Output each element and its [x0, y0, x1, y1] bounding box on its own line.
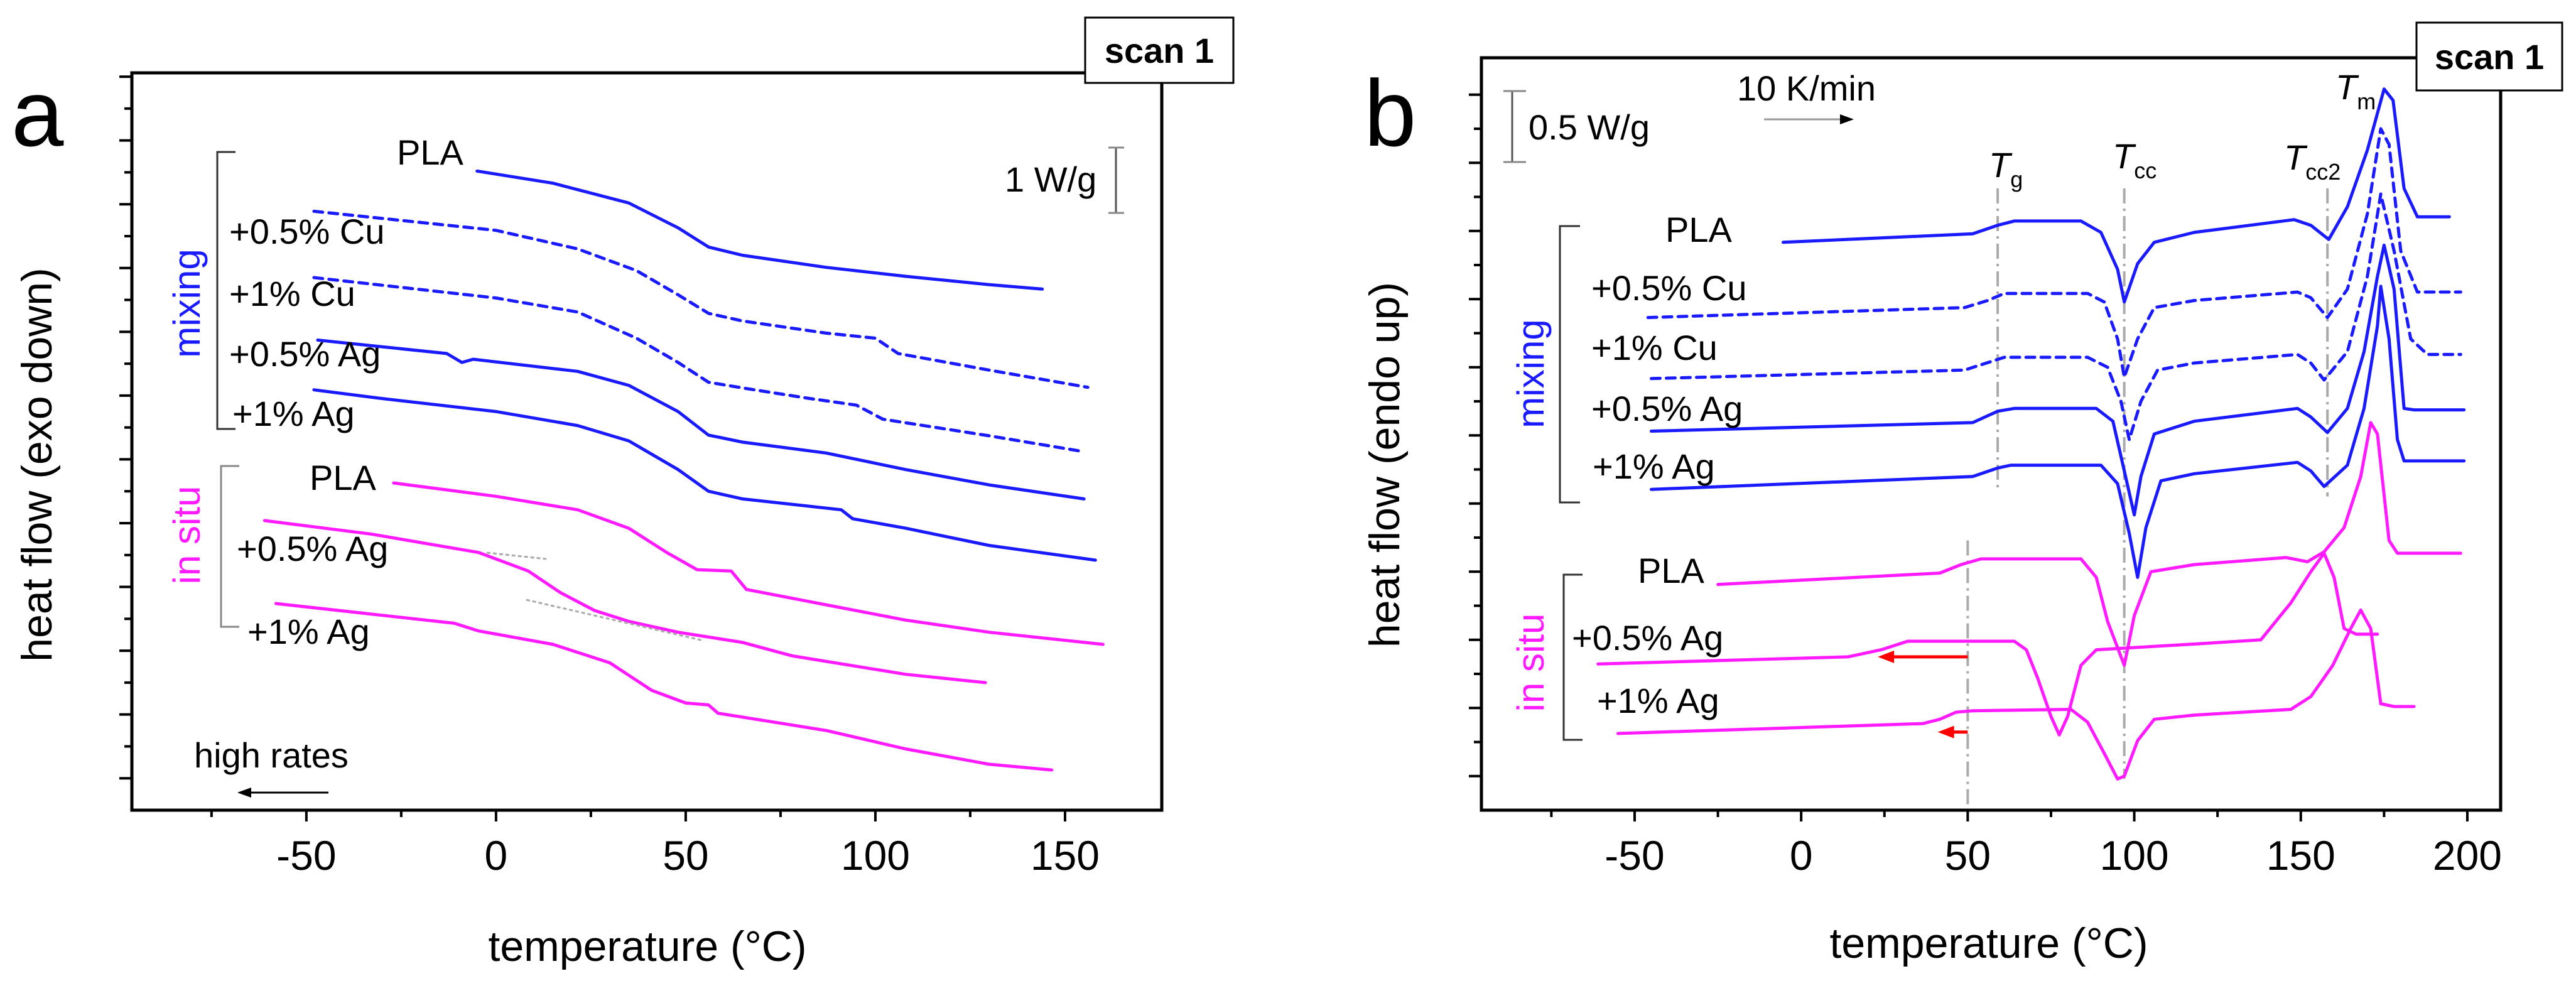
- panel-a-label-ag1-insitu: +1% Ag: [247, 612, 370, 651]
- panel-a-baseline-guide: [486, 551, 547, 560]
- curve-in-situ-pla: [392, 481, 1105, 646]
- right-arrow-icon: [1764, 114, 1854, 124]
- curve-mixing-1-cu: [312, 276, 1086, 453]
- panel-a-label-cu05: +0.5% Cu: [229, 212, 385, 251]
- x-tick-label: 200: [2433, 832, 2502, 879]
- panel-a-mixing-bracket: [216, 151, 235, 430]
- tcc2-sub: cc2: [2305, 159, 2341, 185]
- panel-b-ylabel: heat flow (endo up): [1361, 282, 1409, 648]
- panel-a-letter: a: [11, 60, 64, 166]
- panel-a-label-pla-mixing: PLA: [397, 133, 463, 172]
- red-shift-arrow-icon: [1878, 650, 1968, 663]
- curve-mixing-1-ag: [312, 388, 1097, 562]
- panel-b-label-ag1-insitu: +1% Ag: [1597, 681, 1719, 720]
- panel-a-ylabel: heat flow (exo down): [13, 268, 61, 661]
- x-tick-label: -50: [1605, 832, 1664, 879]
- curve-mixing-0-5-ag: [316, 339, 1086, 501]
- curve-in-situ-1-ag: [274, 602, 1054, 772]
- panel-a-scale-bar: [1108, 146, 1124, 214]
- x-tick-label: 100: [841, 832, 910, 879]
- panel-a-rate-note: high rates: [194, 735, 349, 775]
- panel-a-label-ag1-mixing: +1% Ag: [232, 394, 355, 433]
- panel-a-label-ag05-mixing: +0.5% Ag: [229, 334, 381, 374]
- curve-mixing-pla: [475, 169, 1044, 291]
- x-tick-label: 50: [1945, 832, 1991, 879]
- curve-in-situ-pla: [1716, 421, 2462, 667]
- curve-in-situ-0-5-ag: [1596, 551, 2379, 737]
- panel-b-label-ag05-mixing: +0.5% Ag: [1591, 389, 1743, 428]
- x-tick-label: 150: [2266, 832, 2335, 879]
- panel-b-rate-note: 10 K/min: [1737, 68, 1876, 108]
- tm-main: T: [2335, 67, 2359, 107]
- panel-b-scan-label: scan 1: [2435, 37, 2544, 77]
- panel-a: -50 0 50 100 150 a scan 1 heat flow (exo dow…: [11, 16, 1235, 970]
- curve-mixing-pla: [1782, 87, 2451, 304]
- tm-sub: m: [2357, 89, 2376, 114]
- tcc-label: Tcc: [2113, 136, 2157, 183]
- red-shift-arrow-icon: [1937, 725, 1968, 739]
- panel-a-frame: [130, 71, 1164, 812]
- panel-b-ticks: -50 0 50 100 150 200: [1469, 93, 2502, 879]
- panel-b-frame: [1480, 56, 2503, 812]
- panel-a-xlabel: temperature (°C): [488, 923, 806, 970]
- panel-b-insitu-label: in situ: [1510, 614, 1552, 712]
- tg-main: T: [1989, 145, 2013, 185]
- x-tick-label: 0: [1790, 832, 1813, 879]
- panel-b-reference-lines: [1878, 188, 2329, 805]
- curve-in-situ-0-5-ag: [262, 519, 987, 685]
- curve-mixing-0-5-cu: [312, 209, 1090, 389]
- tcc2-label: Tcc2: [2284, 138, 2341, 185]
- panel-a-ticks: -50 0 50 100 150: [119, 75, 1100, 879]
- panel-b-insitu-bracket: [1562, 573, 1583, 741]
- curve-mixing-0-5-cu: [1646, 127, 2462, 379]
- panel-a-label-pla-insitu: PLA: [310, 458, 376, 497]
- panel-a-mixing-label: mixing: [166, 249, 208, 357]
- panel-a-scan-label: scan 1: [1105, 31, 1214, 70]
- x-tick-label: 0: [485, 832, 508, 879]
- x-tick-label: 100: [2100, 832, 2169, 879]
- panel-a-scale-label: 1 W/g: [1005, 160, 1096, 199]
- panel-b-scale-bar: [1503, 90, 1526, 163]
- panel-b-label-pla-insitu: PLA: [1638, 551, 1704, 590]
- panel-b-letter: b: [1364, 60, 1416, 166]
- panel-b-label-ag05-insitu: +0.5% Ag: [1572, 618, 1723, 658]
- panel-b-transition-labels: Tg Tcc Tcc2 Tm: [1989, 67, 2376, 192]
- panel-b-label-cu1: +1% Cu: [1591, 328, 1718, 367]
- panel-a-insitu-bracket: [220, 465, 239, 628]
- panel-b-label-pla-mixing: PLA: [1665, 210, 1732, 249]
- panel-b-mixing-label: mixing: [1510, 319, 1552, 428]
- panel-a-insitu-label: in situ: [166, 486, 208, 585]
- panel-a-label-ag05-insitu: +0.5% Ag: [237, 529, 388, 568]
- panel-b-label-cu05: +0.5% Cu: [1591, 268, 1747, 308]
- panel-b-curves: [1596, 87, 2466, 781]
- tm-label: Tm: [2335, 67, 2376, 114]
- panel-a-label-cu1: +1% Cu: [229, 274, 355, 313]
- curve-mixing-0-5-ag: [1650, 243, 2466, 517]
- tg-label: Tg: [1989, 145, 2023, 192]
- tcc-sub: cc: [2134, 158, 2157, 183]
- tcc2-main: T: [2284, 138, 2308, 177]
- x-tick-label: -50: [276, 832, 336, 879]
- panel-b-label-ag1-mixing: +1% Ag: [1593, 447, 1715, 486]
- curve-mixing-1-cu: [1650, 192, 2462, 442]
- panel-a-scan-badge: [1084, 16, 1235, 84]
- panel-b: -50 0 50 100 150 200 b scan 1 heat flow (endo…: [1361, 21, 2563, 967]
- panel-a-baseline-guide: [526, 599, 704, 642]
- panel-b-scan-badge: [2415, 21, 2563, 92]
- curve-in-situ-1-ag: [1616, 608, 2416, 781]
- panel-a-curves: [262, 169, 1105, 772]
- panel-b-scale-label: 0.5 W/g: [1529, 107, 1650, 147]
- x-tick-label: 50: [663, 832, 708, 879]
- left-arrow-icon: [237, 788, 328, 798]
- panel-b-mixing-bracket: [1559, 225, 1580, 504]
- tg-sub: g: [2010, 166, 2023, 192]
- panel-b-xlabel: temperature (°C): [1829, 919, 2148, 967]
- x-tick-label: 150: [1031, 832, 1100, 879]
- curve-mixing-1-ag: [1650, 285, 2466, 579]
- tcc-main: T: [2113, 136, 2136, 176]
